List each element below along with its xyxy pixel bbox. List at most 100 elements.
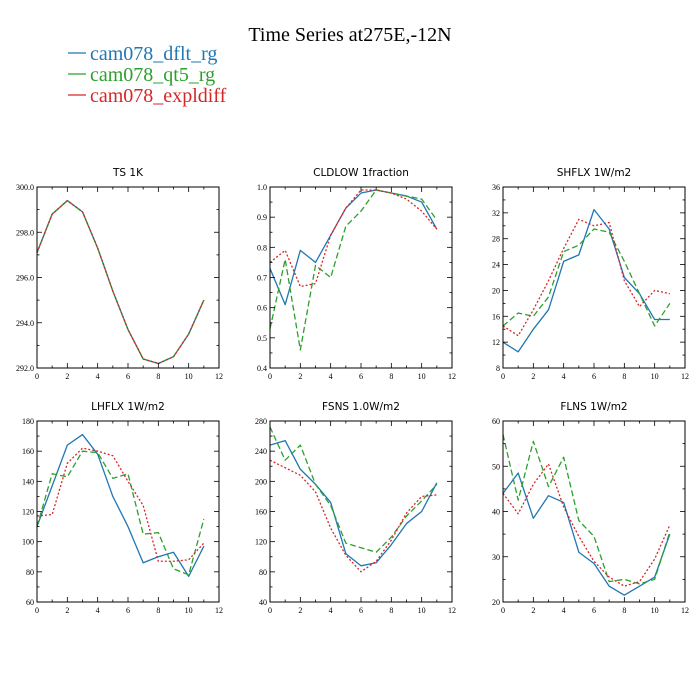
ytick-label-1-1: 0.5 — [257, 334, 267, 343]
series-line-2-2 — [502, 218, 670, 337]
xtick-label-1-3: 6 — [359, 372, 363, 381]
legend-label-1: cam078_qt5_rg — [90, 64, 215, 86]
ytick-label-3-5: 160 — [22, 447, 34, 456]
ytick-label-5-1: 30 — [492, 553, 500, 562]
panel-title-0: TS 1K — [112, 167, 144, 179]
panel-4: FSNS 1.0W/m2 0 2 4 6 8 10 12 40 80 120 160 200 240 280 — [255, 401, 456, 615]
xtick-label-0-2: 4 — [96, 372, 100, 381]
xtick-label-4-1: 2 — [298, 606, 302, 615]
series-line-4-0 — [269, 439, 438, 567]
series-line-0-2 — [36, 199, 205, 365]
panel-3: LHFLX 1W/m2 0 2 4 6 8 10 12 60 80 100 120 140 160 180 — [22, 401, 223, 615]
xtick-label-3-6: 12 — [215, 606, 223, 615]
xtick-label-3-1: 2 — [65, 606, 69, 615]
plot-frame-3 — [36, 420, 220, 603]
series-line-0-1 — [36, 199, 205, 365]
plot-frame-5 — [502, 420, 686, 603]
series-line-3-0 — [36, 433, 205, 578]
xtick-label-0-3: 6 — [126, 372, 130, 381]
panel-title-3: LHFLX 1W/m2 — [91, 401, 165, 413]
ytick-label-0-1: 294.0 — [16, 319, 34, 328]
plot-frame-2 — [502, 186, 686, 369]
xtick-label-2-3: 6 — [592, 372, 596, 381]
panel-1: CLDLOW 1fraction 0 2 4 6 8 10 12 0.4 0.5 0.6 0.7 0.8… — [257, 167, 456, 381]
series-line-1-0 — [269, 189, 438, 306]
xtick-label-3-5: 10 — [185, 606, 193, 615]
ytick-label-4-2: 120 — [255, 538, 267, 547]
xtick-label-4-0: 0 — [268, 606, 272, 615]
plot-frame-0 — [36, 186, 220, 369]
panel-0: TS 1K 0 2 4 6 8 10 12 292.0 294.0 296.0 298.0 300.0 — [16, 167, 223, 381]
xtick-label-2-0: 0 — [501, 372, 505, 381]
xtick-label-2-2: 4 — [562, 372, 566, 381]
xtick-label-1-0: 0 — [268, 372, 272, 381]
xtick-label-0-6: 12 — [215, 372, 223, 381]
xtick-label-5-2: 4 — [562, 606, 566, 615]
series-line-4-1 — [269, 426, 438, 553]
ytick-label-3-0: 60 — [26, 598, 34, 607]
xtick-label-4-6: 12 — [448, 606, 456, 615]
xtick-label-5-6: 12 — [681, 606, 689, 615]
ytick-label-4-4: 200 — [255, 477, 267, 486]
series-line-2-0 — [502, 208, 670, 353]
ytick-label-2-3: 20 — [492, 286, 500, 295]
series-line-1-2 — [269, 189, 438, 288]
xtick-label-0-1: 2 — [65, 372, 69, 381]
xtick-label-3-0: 0 — [35, 606, 39, 615]
ytick-label-2-4: 24 — [492, 261, 500, 270]
series-line-3-2 — [36, 447, 205, 562]
series-line-1-1 — [269, 189, 438, 351]
legend-label-2: cam078_expldiff — [90, 85, 227, 107]
panel-title-2: SHFLX 1W/m2 — [557, 167, 632, 179]
xtick-label-3-4: 8 — [156, 606, 160, 615]
panel-title-5: FLNS 1W/m2 — [560, 401, 627, 413]
xtick-label-3-3: 6 — [126, 606, 130, 615]
plot-frame-4 — [269, 420, 453, 603]
xtick-label-1-1: 2 — [298, 372, 302, 381]
xtick-label-0-0: 0 — [35, 372, 39, 381]
ytick-label-1-0: 0.4 — [257, 364, 267, 373]
xtick-label-2-5: 10 — [651, 372, 659, 381]
ytick-label-1-3: 0.7 — [257, 274, 267, 283]
legend-label-0: cam078_dflt_rg — [90, 43, 217, 65]
ytick-label-0-2: 296.0 — [16, 274, 34, 283]
panel-title-1: CLDLOW 1fraction — [313, 167, 409, 179]
ytick-label-3-3: 120 — [22, 508, 34, 517]
series-line-5-1 — [502, 434, 671, 585]
legend: cam078_dflt_rgcam078_qt5_rgcam078_expldi… — [68, 43, 227, 107]
ytick-label-5-0: 20 — [492, 598, 500, 607]
panels: TS 1K0 2 4 6 8 10 12292.0294.0296.0298.0300.0C… — [16, 167, 689, 615]
ytick-label-3-1: 80 — [26, 568, 34, 577]
xtick-label-4-5: 10 — [418, 606, 426, 615]
xtick-label-3-2: 4 — [96, 606, 100, 615]
series-line-5-0 — [502, 472, 671, 596]
panel-5: FLNS 1W/m2 0 2 4 6 8 10 12 20 30 40 50 60 — [492, 401, 689, 615]
ytick-label-1-2: 0.6 — [257, 304, 267, 313]
xtick-label-5-0: 0 — [501, 606, 505, 615]
ytick-label-0-4: 300.0 — [16, 183, 34, 192]
ytick-label-1-5: 0.9 — [257, 213, 267, 222]
xtick-label-1-5: 10 — [418, 372, 426, 381]
series-line-4-2 — [269, 459, 437, 573]
ytick-label-0-0: 292.0 — [16, 364, 34, 373]
ytick-label-1-4: 0.8 — [257, 243, 267, 252]
ytick-label-4-1: 80 — [259, 568, 267, 577]
ytick-label-2-6: 32 — [492, 209, 500, 218]
xtick-label-1-2: 4 — [329, 372, 333, 381]
ytick-label-2-5: 28 — [492, 235, 500, 244]
series-line-3-1 — [36, 450, 205, 576]
ytick-label-5-2: 40 — [492, 508, 500, 517]
xtick-label-0-4: 8 — [156, 372, 160, 381]
xtick-label-2-4: 8 — [622, 372, 626, 381]
ytick-label-4-0: 40 — [259, 598, 267, 607]
xtick-label-1-6: 12 — [448, 372, 456, 381]
xtick-label-1-4: 8 — [389, 372, 393, 381]
ytick-label-3-2: 100 — [22, 538, 34, 547]
series-line-0-0 — [36, 199, 205, 365]
xtick-label-0-5: 10 — [185, 372, 193, 381]
xtick-label-2-6: 12 — [681, 372, 689, 381]
xtick-label-5-3: 6 — [592, 606, 596, 615]
series-line-5-2 — [502, 463, 671, 587]
